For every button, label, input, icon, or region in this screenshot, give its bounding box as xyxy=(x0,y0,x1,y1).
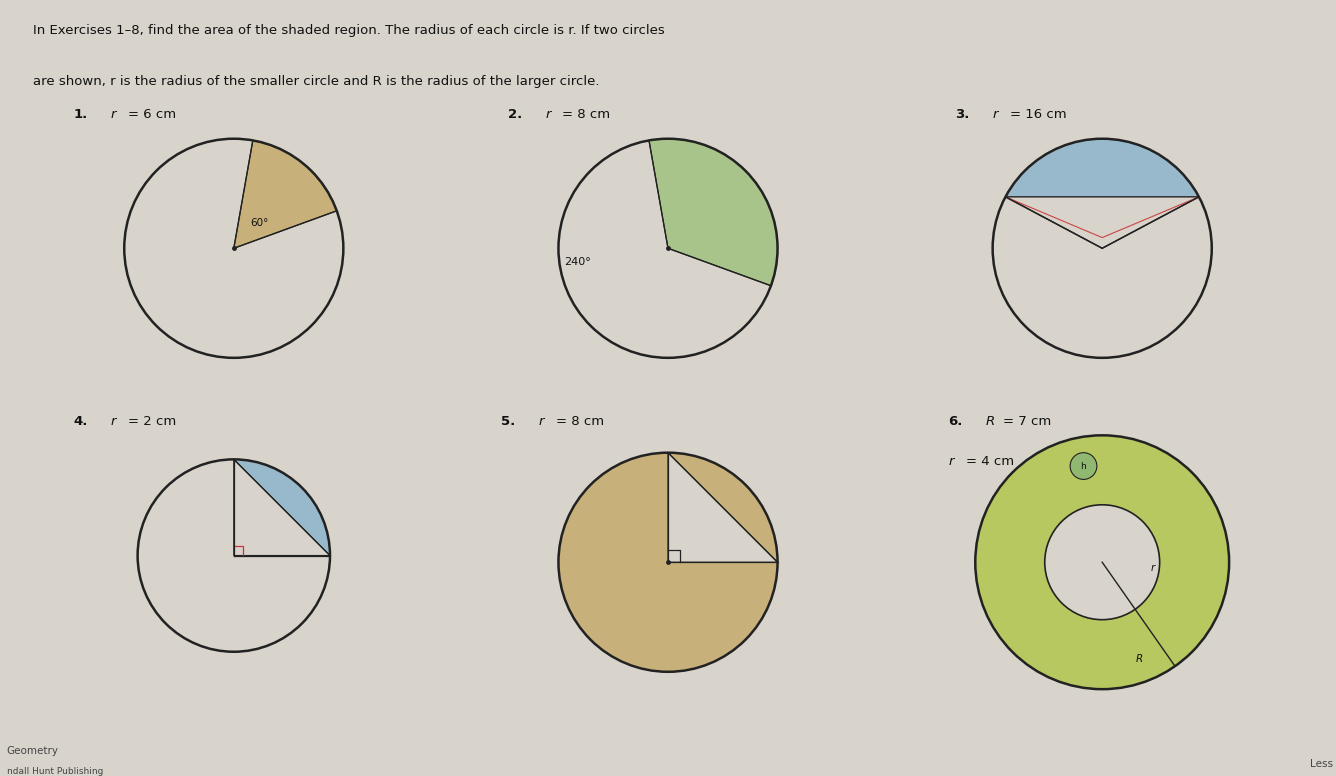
Text: r: r xyxy=(1150,563,1154,573)
Text: r: r xyxy=(111,415,116,428)
Circle shape xyxy=(975,435,1229,689)
Text: r: r xyxy=(545,108,550,121)
Text: r: r xyxy=(538,415,544,428)
Text: Less: Less xyxy=(1311,760,1333,769)
Text: = 7 cm: = 7 cm xyxy=(1003,415,1051,428)
Text: 3.: 3. xyxy=(955,108,970,121)
Text: = 8 cm: = 8 cm xyxy=(556,415,604,428)
Text: 1.: 1. xyxy=(73,108,88,121)
Text: 240°: 240° xyxy=(564,257,591,267)
Wedge shape xyxy=(234,459,330,556)
Text: Geometry: Geometry xyxy=(7,746,59,756)
Text: 6.: 6. xyxy=(949,415,963,428)
Text: r: r xyxy=(949,456,954,469)
Polygon shape xyxy=(668,452,778,563)
Text: are shown, r is the radius of the smaller circle and R is the radius of the larg: are shown, r is the radius of the smalle… xyxy=(33,74,600,88)
Text: R: R xyxy=(1136,654,1142,664)
Text: r: r xyxy=(111,108,116,121)
Polygon shape xyxy=(234,459,330,556)
Text: 4.: 4. xyxy=(73,415,88,428)
Text: h: h xyxy=(1081,462,1086,470)
Polygon shape xyxy=(1006,197,1198,248)
Circle shape xyxy=(1070,452,1097,480)
Wedge shape xyxy=(649,139,778,286)
Text: = 2 cm: = 2 cm xyxy=(128,415,176,428)
Circle shape xyxy=(1045,505,1160,620)
Wedge shape xyxy=(234,140,337,248)
Text: = 8 cm: = 8 cm xyxy=(562,108,611,121)
Text: In Exercises 1–8, find the area of the shaded region. The radius of each circle : In Exercises 1–8, find the area of the s… xyxy=(33,24,665,37)
Text: ndall Hunt Publishing: ndall Hunt Publishing xyxy=(7,767,103,776)
Text: = 4 cm: = 4 cm xyxy=(966,456,1014,469)
Text: 5.: 5. xyxy=(501,415,516,428)
Text: r: r xyxy=(993,108,998,121)
Text: 60°: 60° xyxy=(250,218,269,228)
Wedge shape xyxy=(1006,139,1198,248)
Text: 2.: 2. xyxy=(508,108,522,121)
Circle shape xyxy=(558,452,778,672)
Text: R: R xyxy=(986,415,995,428)
Text: = 6 cm: = 6 cm xyxy=(128,108,176,121)
Text: = 16 cm: = 16 cm xyxy=(1010,108,1066,121)
